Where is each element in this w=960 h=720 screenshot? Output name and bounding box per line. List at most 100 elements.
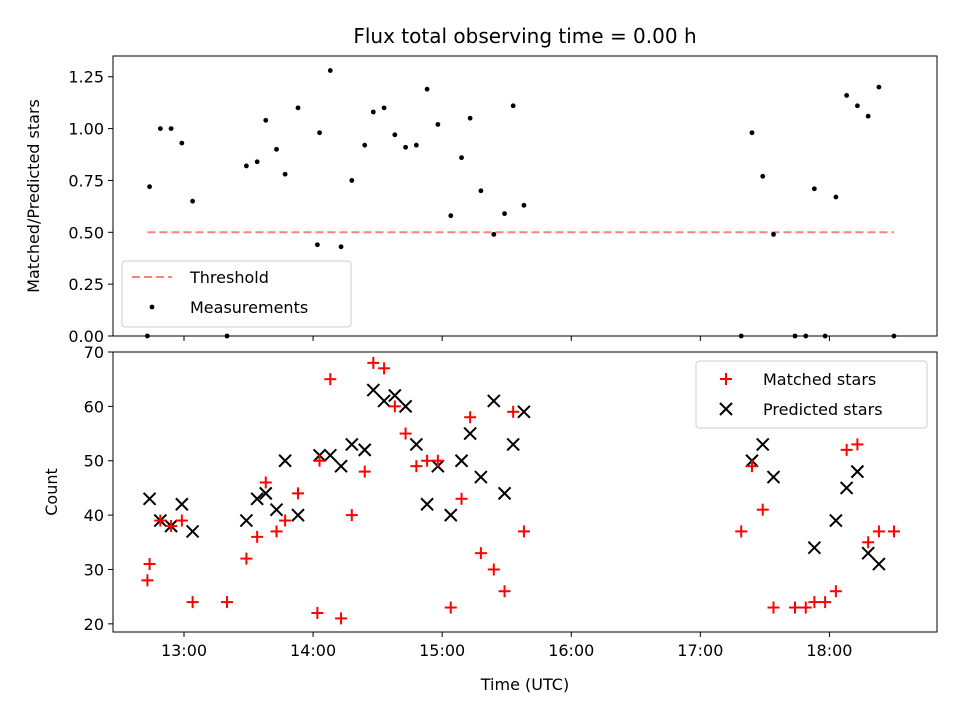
- measurement-point: [771, 231, 776, 237]
- legend-matched-swatch: [720, 373, 732, 385]
- measurement-point: [381, 105, 387, 111]
- matched-star-point: [455, 492, 468, 505]
- measurement-point: [876, 84, 882, 90]
- bottom-x-tick-label: 13:00: [161, 641, 207, 660]
- predicted-star-point: [517, 405, 531, 419]
- matched-star-point: [410, 460, 423, 473]
- matched-star-point: [851, 438, 864, 451]
- predicted-mark-stroke: [334, 459, 348, 473]
- predicted-star-point: [278, 454, 292, 468]
- predicted-mark-stroke: [506, 437, 520, 452]
- x-axis-label: Time (UTC): [480, 675, 569, 694]
- top-legend-box: [121, 260, 352, 328]
- measurement-point: [510, 103, 516, 109]
- measurement-point: [314, 242, 320, 248]
- matched-star-point: [421, 454, 434, 467]
- matched-star-point: [175, 514, 188, 527]
- predicted-star-point: [345, 437, 359, 452]
- measurement-point: [282, 171, 288, 177]
- bottom-legend: Matched stars Predicted stars: [695, 360, 928, 429]
- measurement-point: [254, 159, 260, 165]
- bottom-plot-frame: [112, 351, 938, 633]
- matched-star-point: [240, 552, 253, 565]
- top-y-tick-label: 0.50: [68, 223, 104, 242]
- predicted-mark-stroke: [269, 502, 284, 517]
- predicted-star-point: [829, 513, 843, 528]
- predicted-mark-stroke: [850, 464, 865, 479]
- matched-star-point: [270, 525, 283, 538]
- measurement-point: [403, 144, 408, 150]
- star-count-points: [141, 356, 900, 625]
- measurement-point: [833, 194, 839, 200]
- matched-star-point: [735, 525, 748, 538]
- measurement-point: [157, 126, 163, 131]
- legend-threshold-label: Threshold: [189, 268, 269, 287]
- predicted-star-point: [377, 394, 391, 408]
- matched-star-point: [279, 514, 292, 527]
- predicted-mark-stroke: [239, 513, 254, 528]
- predicted-star-point: [850, 464, 865, 479]
- matched-star-point: [808, 596, 821, 609]
- predicted-star-point: [239, 513, 254, 528]
- measurement-point: [168, 126, 174, 131]
- predicted-mark-stroke: [454, 454, 469, 468]
- predicted-star-point: [185, 524, 200, 539]
- matched-star-point: [789, 601, 802, 614]
- measurement-point: [521, 202, 527, 208]
- matched-star-point: [517, 525, 530, 538]
- matched-star-point: [399, 427, 412, 440]
- predicted-star-point: [142, 492, 157, 506]
- predicted-mark-stroke: [259, 486, 273, 501]
- matched-star-point: [745, 460, 758, 473]
- measurement-point: [459, 155, 464, 161]
- predicted-mark-stroke: [839, 481, 854, 495]
- measurement-point: [467, 115, 473, 121]
- measurement-point: [865, 113, 871, 119]
- measurement-point: [274, 146, 279, 152]
- measurement-point: [448, 213, 454, 219]
- bottom-y-tick-label: 50: [84, 452, 104, 471]
- predicted-star-point: [506, 437, 520, 452]
- predicted-mark-stroke: [323, 448, 338, 463]
- predicted-star-point: [334, 459, 348, 473]
- measurement-point: [327, 68, 333, 73]
- top-y-tick-label: 0.25: [68, 275, 104, 294]
- legend-measurements-label: Measurements: [190, 298, 308, 317]
- matched-star-point: [819, 596, 832, 609]
- predicted-mark-stroke: [756, 437, 770, 452]
- bottom-x-tick-label: 16:00: [548, 641, 594, 660]
- top-legend: Threshold Measurements: [121, 260, 352, 328]
- measurement-point: [338, 244, 344, 250]
- top-y-tick-label: 1.00: [68, 120, 104, 139]
- predicted-star-point: [398, 399, 413, 414]
- predicted-star-point: [250, 492, 264, 506]
- predicted-star-point: [839, 481, 854, 495]
- measurement-point: [491, 231, 497, 237]
- matched-star-point: [799, 601, 812, 614]
- predicted-mark-stroke: [358, 443, 372, 457]
- predicted-mark-stroke: [444, 508, 458, 522]
- predicted-mark-stroke: [497, 486, 512, 501]
- predicted-star-point: [497, 486, 512, 501]
- top-axis-ticks: 0.00 0.25 0.50 0.75 1.00 1.25: [68, 68, 830, 346]
- matched-star-point: [358, 465, 371, 478]
- matched-star-point: [367, 356, 380, 369]
- predicted-star-point: [861, 546, 875, 560]
- bottom-y-tick-label: 40: [84, 506, 104, 525]
- predicted-star-point: [388, 388, 402, 403]
- bottom-legend-box: [695, 360, 928, 429]
- predicted-mark-stroke: [829, 513, 843, 528]
- bottom-y-tick-label: 60: [84, 397, 104, 416]
- predicted-mark-stroke: [807, 541, 822, 555]
- predicted-star-point: [474, 470, 488, 484]
- predicted-star-point: [323, 448, 338, 463]
- matched-star-point: [444, 601, 457, 614]
- matched-star-point: [862, 536, 875, 549]
- bottom-axis-ticks: 20 30 40 50 60 70 13:00 14:00 15:00 16:00 17:00 18:…: [84, 343, 853, 660]
- predicted-mark-stroke: [872, 557, 886, 571]
- measurement-point: [502, 211, 507, 217]
- predicted-star-point: [872, 557, 886, 571]
- matched-star-point: [756, 503, 769, 516]
- bottom-x-tick-label: 15:00: [419, 641, 465, 660]
- matched-star-point: [259, 476, 272, 489]
